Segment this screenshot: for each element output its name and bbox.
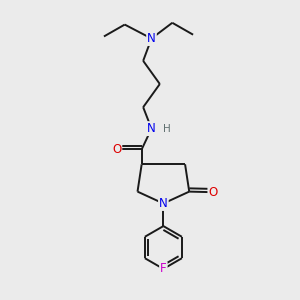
Text: F: F xyxy=(160,262,167,275)
Text: N: N xyxy=(147,122,156,135)
Text: N: N xyxy=(159,197,168,210)
Text: O: O xyxy=(112,143,121,156)
Text: H: H xyxy=(163,124,170,134)
Text: O: O xyxy=(208,186,217,199)
Text: N: N xyxy=(147,32,156,45)
